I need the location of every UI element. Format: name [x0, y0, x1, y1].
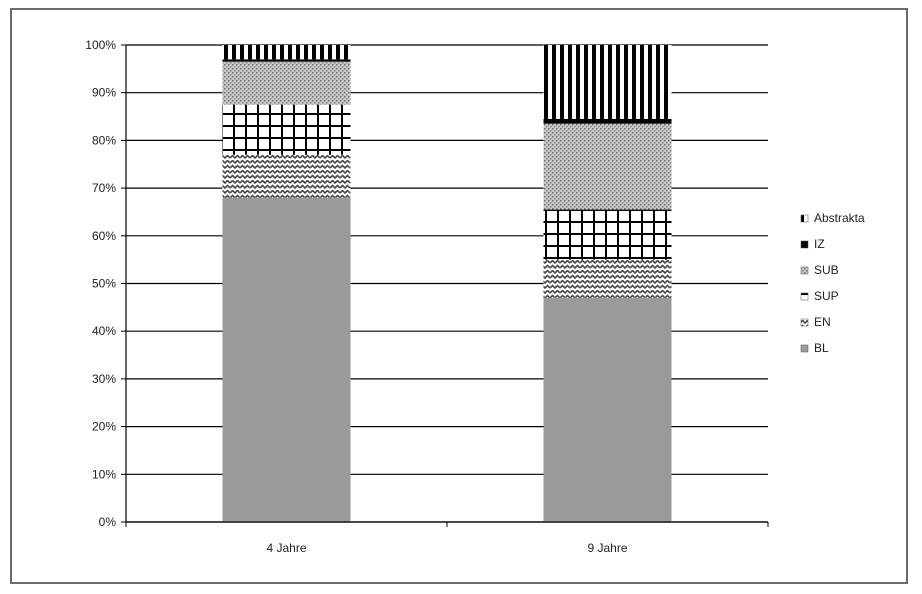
legend-swatch: [800, 240, 809, 249]
bar-segment-sub: [543, 123, 672, 210]
y-axis-tick-labels: 0% 10% 20% 30% 40% 50% 60% 70% 80% 90% 100%: [85, 38, 116, 529]
bar-segment-bl: [543, 297, 672, 522]
y-tick-label: 10%: [92, 467, 116, 481]
legend-swatch: [800, 214, 809, 223]
y-tick-label: 100%: [85, 38, 116, 52]
legend-label: EN: [814, 315, 831, 329]
y-tick-label: 20%: [92, 420, 116, 434]
x-category-label: 9 Jahre: [587, 541, 627, 555]
y-tick-label: 50%: [92, 277, 116, 291]
bar-segment-iz: [222, 59, 351, 62]
bar-segment-bl: [222, 197, 351, 522]
x-category-label: 4 Jahre: [266, 541, 306, 555]
legend-swatch: [800, 344, 809, 353]
bar-segment-abstrakta: [222, 45, 351, 60]
chart-frame: [10, 8, 908, 584]
y-tick-label: 70%: [92, 181, 116, 195]
bar-segment-sup: [222, 104, 351, 155]
x-axis-category-labels: 4 Jahre 9 Jahre: [266, 541, 627, 555]
legend-label: IZ: [814, 237, 825, 251]
bar-segment-en: [543, 259, 672, 298]
legend-label: BL: [814, 341, 829, 355]
axes: [125, 45, 769, 527]
y-tick-label: 30%: [92, 372, 116, 386]
legend-swatch: [800, 318, 809, 327]
bar-segment-sub: [222, 61, 351, 105]
y-tick-label: 40%: [92, 324, 116, 338]
legend-swatch: [800, 292, 809, 301]
y-tick-label: 80%: [92, 133, 116, 147]
bar-segment-sup: [543, 209, 672, 260]
bar-segment-abstrakta: [543, 45, 672, 119]
legend-swatch: [800, 266, 809, 275]
y-tick-label: 60%: [92, 229, 116, 243]
y-tick-label: 90%: [92, 86, 116, 100]
bars: [222, 45, 672, 522]
legend-label: Abstrakta: [814, 211, 865, 225]
y-tick-label: 0%: [99, 515, 117, 529]
bar-segment-iz: [543, 118, 672, 124]
legend: Abstrakta IZ SUB SUP EN BL: [800, 211, 865, 355]
legend-label: SUB: [814, 263, 839, 277]
bar-segment-en: [222, 154, 351, 198]
legend-label: SUP: [814, 289, 839, 303]
